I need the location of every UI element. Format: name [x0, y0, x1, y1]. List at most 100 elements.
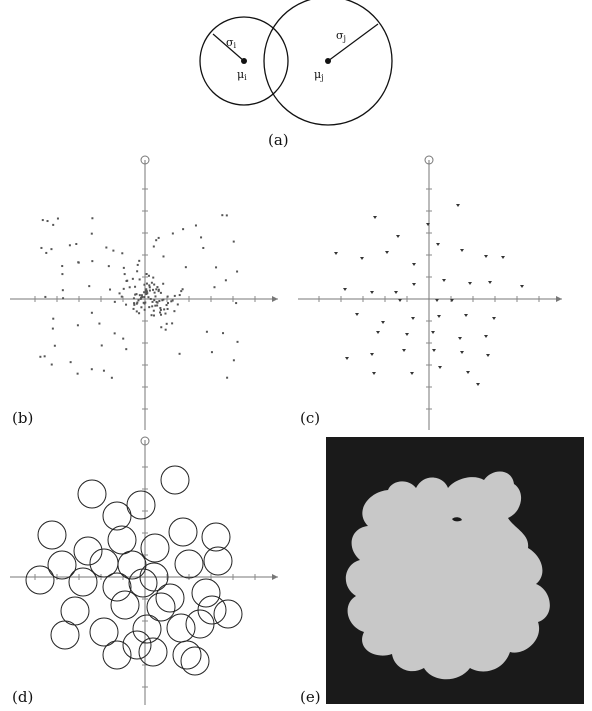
scatter-point	[178, 352, 181, 355]
scatter-point	[135, 310, 138, 313]
kernel-circle	[122, 630, 152, 660]
ticks-b	[34, 188, 256, 410]
scatter-point	[224, 279, 227, 282]
scatter-point	[46, 220, 49, 223]
scatter-point	[194, 224, 197, 227]
kernel-circle	[37, 520, 67, 550]
scatter-point	[520, 285, 524, 288]
scatter-point	[166, 307, 169, 310]
scatter-point	[154, 295, 157, 298]
kernel-circle	[107, 525, 137, 555]
scatter-point	[133, 302, 136, 305]
scatter-point	[91, 260, 94, 263]
mask-hole	[452, 517, 462, 522]
scatter-point	[131, 277, 134, 280]
scatter-point	[215, 266, 218, 269]
scatter-point	[135, 293, 138, 296]
scatter-point	[148, 289, 151, 292]
scatter-point	[410, 372, 414, 375]
y-arrow-c	[424, 155, 434, 165]
kernel-circle	[191, 578, 221, 608]
scatter-point	[166, 302, 169, 305]
kernel-circle	[50, 620, 80, 650]
scatter-point	[466, 371, 470, 374]
scatter-point	[76, 324, 79, 327]
scatter-point	[221, 214, 224, 217]
scatter-point	[486, 354, 490, 357]
kernel-circle	[172, 640, 202, 670]
y-arrow-b	[140, 155, 150, 165]
scatter-point	[160, 313, 163, 316]
scatter-point	[232, 359, 235, 362]
scatter-point	[165, 322, 168, 325]
scatter-point	[144, 301, 147, 304]
kernel-circle	[168, 517, 198, 547]
scatter-point	[148, 286, 151, 289]
scatter-point	[41, 219, 44, 222]
scatter-point	[182, 228, 185, 231]
ticks-c	[318, 188, 540, 410]
kernel-circle	[102, 640, 132, 670]
scatter-point	[435, 299, 439, 302]
scatter-point	[157, 236, 160, 239]
scatter-point	[136, 263, 139, 266]
scatter-point	[151, 300, 154, 303]
kernel-circle	[110, 590, 140, 620]
scatter-point	[376, 331, 380, 334]
scatter-point	[458, 337, 462, 340]
scatter-point	[153, 314, 156, 317]
scatter-point	[492, 317, 496, 320]
scatter-point	[152, 309, 155, 312]
x-arrow-b	[272, 296, 278, 302]
mu-j-label: μj	[314, 68, 324, 82]
scatter-point	[123, 273, 126, 276]
scatter-point	[360, 257, 364, 260]
scatter-point	[154, 304, 157, 307]
scatter-point	[155, 288, 158, 291]
kernel-circle	[180, 646, 210, 676]
scatter-point	[162, 298, 165, 301]
kernel-circle	[166, 613, 196, 643]
scatter-point	[171, 299, 174, 302]
scatter-point	[158, 300, 161, 303]
scatter-point	[150, 281, 153, 284]
scatter-point	[153, 299, 156, 302]
scatter-point	[132, 297, 135, 300]
panel-c	[298, 155, 562, 430]
scatter-point	[100, 344, 103, 347]
scatter-point	[181, 288, 184, 291]
center-j	[325, 58, 331, 64]
scatter-point	[176, 303, 179, 306]
scatter-point	[370, 353, 374, 356]
scatter-point	[143, 283, 146, 286]
scatter-point	[162, 282, 165, 285]
scatter-point	[140, 306, 143, 309]
scatter-point	[152, 276, 155, 279]
scatter-point	[405, 333, 409, 336]
scatter-point	[110, 376, 113, 379]
scatter-point	[398, 299, 402, 302]
scatter-point	[141, 295, 144, 298]
scatter-point	[460, 249, 464, 252]
scatter-point	[180, 290, 183, 293]
scatter-point	[122, 337, 125, 340]
scatter-point	[50, 248, 53, 251]
scatter-points-b	[39, 214, 239, 379]
scatter-point	[178, 294, 181, 297]
panel-e	[326, 437, 584, 704]
scatter-point	[52, 317, 55, 320]
scatter-point	[402, 349, 406, 352]
scatter-point	[102, 369, 105, 372]
kernel-circle	[47, 550, 77, 580]
scatter-point	[343, 288, 347, 291]
scatter-point	[385, 251, 389, 254]
kernel-circle	[102, 501, 132, 531]
scatter-point	[88, 285, 91, 288]
scatter-point	[210, 351, 213, 354]
label-d: (d)	[12, 688, 34, 706]
kernel-circle	[25, 565, 55, 595]
scatter-point	[450, 299, 454, 302]
scatter-point	[90, 368, 93, 371]
scatter-point	[468, 282, 472, 285]
scatter-point	[484, 255, 488, 258]
